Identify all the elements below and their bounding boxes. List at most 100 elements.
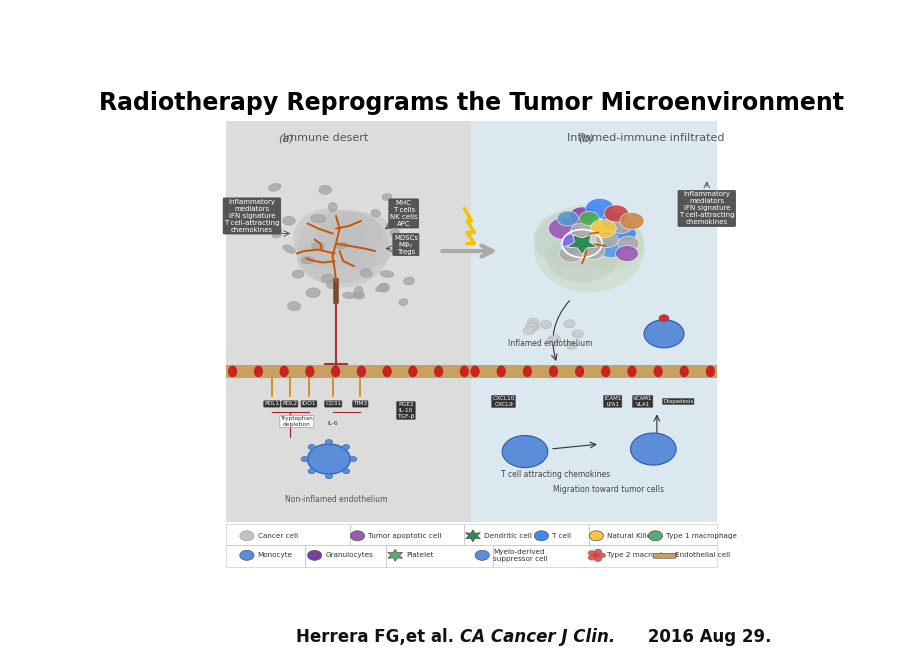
Circle shape [539,320,551,329]
Text: Inflamed endothelium: Inflamed endothelium [507,339,592,348]
Circle shape [527,318,539,326]
Text: Dendritic cell: Dendritic cell [483,533,531,539]
Ellipse shape [533,211,601,266]
Circle shape [585,199,614,219]
Circle shape [565,341,576,350]
Ellipse shape [326,281,335,288]
Ellipse shape [496,366,505,377]
Circle shape [601,212,626,230]
Text: PGE2
IL-10
TGF-β: PGE2 IL-10 TGF-β [397,402,414,419]
Circle shape [349,456,357,462]
Circle shape [570,223,593,239]
Text: Migration toward tumor cells: Migration toward tumor cells [552,484,664,493]
Circle shape [342,445,349,450]
Ellipse shape [408,366,416,377]
Text: Radiotherapy Reprograms the Tumor Microenvironment: Radiotherapy Reprograms the Tumor Microe… [99,90,843,115]
Circle shape [342,469,349,474]
Circle shape [240,550,254,561]
Text: Inflamed-immune infiltrated: Inflamed-immune infiltrated [567,133,724,143]
Ellipse shape [460,366,468,377]
Ellipse shape [601,366,609,377]
Circle shape [615,245,638,262]
Ellipse shape [389,206,403,212]
Ellipse shape [331,366,339,377]
Circle shape [350,531,364,541]
Ellipse shape [342,292,356,299]
Text: Myelo-derived
suppressor cell: Myelo-derived suppressor cell [493,549,547,562]
Ellipse shape [328,202,336,212]
Circle shape [604,205,628,222]
Ellipse shape [381,193,391,201]
Ellipse shape [382,366,391,377]
Text: VCAM1
VLA1: VCAM1 VLA1 [632,396,652,407]
Circle shape [560,234,588,253]
Ellipse shape [312,242,323,250]
Circle shape [613,225,636,242]
Circle shape [610,219,631,234]
Text: Inflammatory
mediators
IFN signature
T cell-attracting
chemokines: Inflammatory mediators IFN signature T c… [224,199,279,233]
Text: T cell attracting chemokines: T cell attracting chemokines [501,469,609,478]
Ellipse shape [354,286,363,297]
Circle shape [325,474,332,478]
Circle shape [587,555,595,561]
Ellipse shape [390,229,399,236]
Circle shape [556,211,578,226]
Circle shape [325,439,332,445]
Bar [471,120,717,521]
Circle shape [525,323,536,331]
Ellipse shape [403,208,417,217]
Ellipse shape [705,366,714,377]
Text: PDL2: PDL2 [282,402,297,406]
Text: CXCL10
CXCL9: CXCL10 CXCL9 [492,396,515,407]
Text: Granulocytes: Granulocytes [325,552,373,559]
Text: MHC
T cells
NK cells
APC: MHC T cells NK cells APC [390,200,417,227]
Ellipse shape [283,245,295,253]
Circle shape [547,336,558,344]
Ellipse shape [370,210,380,217]
Ellipse shape [523,366,531,377]
Text: Platelet: Platelet [405,552,433,559]
Text: Endothelial cell: Endothelial cell [674,552,729,559]
Circle shape [619,212,643,230]
Bar [225,365,471,378]
Text: Tryptophan
depletion: Tryptophan depletion [280,416,312,427]
Text: PDL1: PDL1 [264,402,279,406]
Bar [652,553,674,558]
Circle shape [595,232,618,247]
Ellipse shape [403,277,414,285]
Text: CD31: CD31 [324,402,341,406]
Ellipse shape [378,283,389,292]
Ellipse shape [653,366,662,377]
Text: MDSCs
MΦ₂
Tregs: MDSCs MΦ₂ Tregs [393,234,417,255]
Text: CA Cancer J Clin.: CA Cancer J Clin. [460,628,615,646]
Circle shape [594,557,601,562]
Ellipse shape [627,366,636,377]
Circle shape [597,553,606,558]
Text: 2016 Aug 29.: 2016 Aug 29. [641,628,771,646]
Text: Type 1 macrophage: Type 1 macrophage [665,533,736,539]
Ellipse shape [533,204,643,292]
Ellipse shape [380,271,393,277]
Ellipse shape [398,299,407,305]
Circle shape [597,240,623,258]
Circle shape [572,330,583,338]
Text: (b): (b) [577,133,593,143]
Ellipse shape [546,235,617,283]
Text: IL-6: IL-6 [327,421,337,426]
Circle shape [474,550,489,561]
Ellipse shape [311,214,325,223]
Text: Natural Killer: Natural Killer [607,533,653,539]
Circle shape [563,320,574,328]
Ellipse shape [279,366,288,377]
Ellipse shape [297,234,375,284]
Circle shape [569,207,595,225]
Ellipse shape [293,208,364,269]
Text: T cell: T cell [551,533,571,539]
Circle shape [307,444,350,474]
Circle shape [307,550,322,561]
Ellipse shape [336,242,347,249]
Circle shape [549,335,561,343]
Ellipse shape [288,301,301,311]
Ellipse shape [353,292,364,299]
Text: IDO1: IDO1 [301,402,316,406]
